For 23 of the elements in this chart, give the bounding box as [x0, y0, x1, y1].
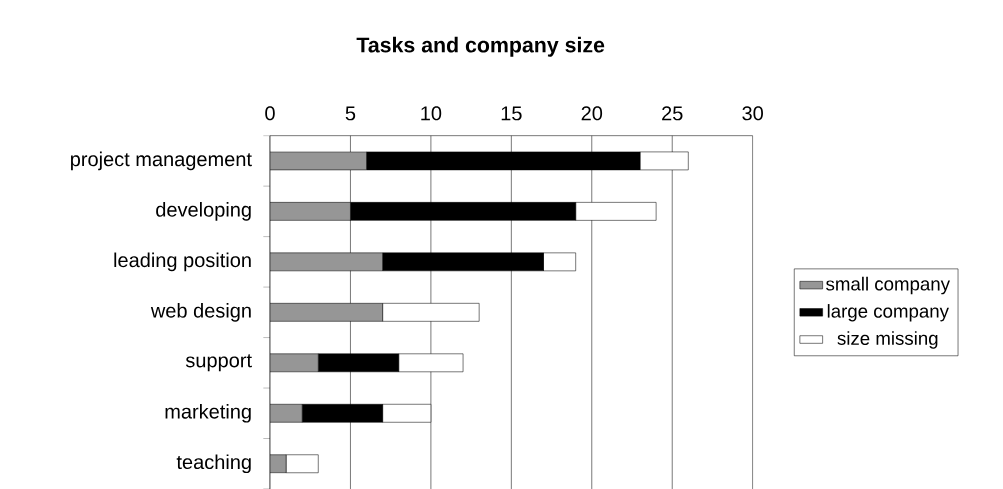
x-tick-label: 20 [581, 106, 603, 121]
x-tick-label: 25 [662, 106, 683, 121]
legend-label: size missing [837, 331, 938, 349]
legend-label: small company [826, 276, 950, 295]
bar [270, 252, 383, 272]
x-tick-label: 0 [265, 106, 275, 121]
y-tick-label: developing [156, 202, 251, 221]
bar [270, 404, 303, 423]
y-tick-label: leading position [114, 252, 251, 272]
x-tick-label: 30 [742, 106, 763, 121]
legend-label: large company [827, 304, 949, 322]
bar [270, 303, 383, 322]
x-tick-label: 10 [421, 106, 442, 121]
bar [270, 202, 351, 221]
y-tick-label: web design [150, 303, 251, 322]
y-tick-label: project management [71, 151, 252, 171]
x-tick-label: 5 [345, 106, 356, 121]
bar [270, 353, 319, 373]
y-tick-label: marketing [165, 403, 251, 423]
y-tick-label: teaching [176, 454, 251, 474]
x-tick-label: 15 [501, 106, 522, 121]
y-tick-label: support [185, 354, 252, 372]
chart-title: Tasks and company size [356, 36, 605, 57]
